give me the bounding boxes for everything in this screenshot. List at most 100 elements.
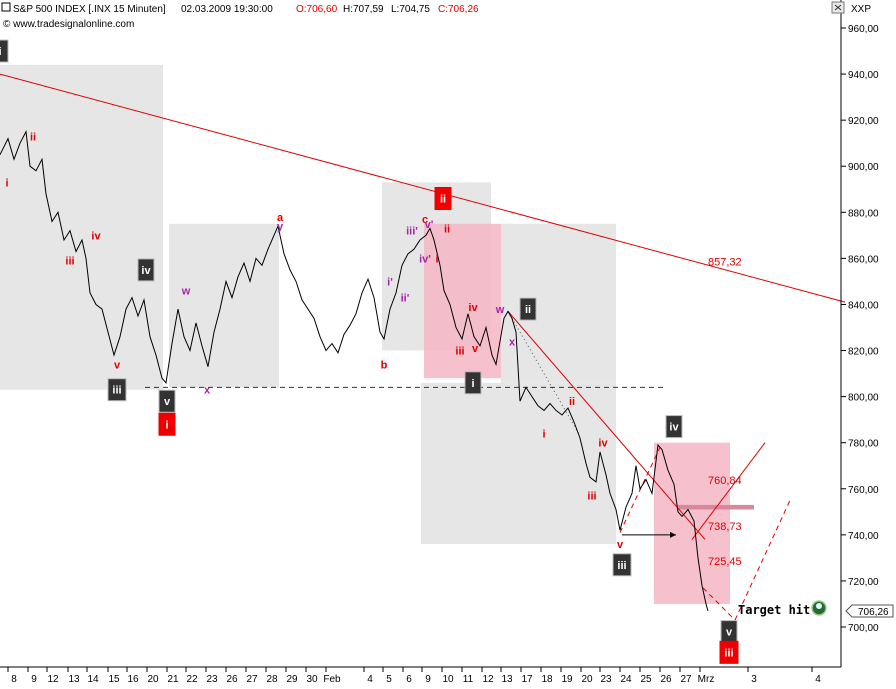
x-tick-label-1: 9 [31, 674, 37, 685]
level-label-3: 725,45 [708, 556, 742, 568]
y-tick-label-11: 740,00 [848, 531, 879, 542]
y-tick-label-2: 920,00 [848, 116, 879, 127]
x-tick-label-7: 20 [147, 674, 159, 685]
header-open: O:706,60 [296, 4, 338, 15]
x-tick-label-14: 29 [286, 674, 298, 685]
symbol-tag: XXP [851, 4, 871, 15]
box-gray-1 [169, 223, 279, 388]
x-tick-label-9: 22 [186, 674, 198, 685]
x-tick-label-4: 14 [87, 674, 99, 685]
header-low: L:704,75 [391, 4, 430, 15]
wave-label-8: y [277, 221, 284, 233]
level-labels: 857,32 760,84 738,73 725,45 [708, 256, 742, 568]
last-price-tag: 706,26 [845, 604, 894, 618]
wave-label-13: iv' [419, 253, 431, 265]
wave-box-label-9: iii [617, 560, 626, 572]
y-tick-label-8: 800,00 [848, 393, 879, 404]
x-tick-label-10: 23 [206, 674, 218, 685]
chart-header: S&P 500 INDEX [.INX 15 Minuten] 02.03.20… [1, 1, 871, 30]
header-close: C:706,26 [438, 4, 479, 15]
y-tick-label-0: 960,00 [848, 24, 879, 35]
y-tick-label-1: 940,00 [848, 70, 879, 81]
y-tick-label-5: 860,00 [848, 254, 879, 265]
wave-label-24: ii [569, 396, 575, 408]
wave-label-2: iii [65, 256, 74, 268]
trendline-5 [734, 500, 791, 621]
x-tick-label-26: 18 [541, 674, 553, 685]
chart-menu-icon[interactable] [1, 2, 11, 12]
level-label-0: 857,32 [708, 256, 742, 268]
wave-label-11: ii' [401, 293, 410, 305]
wave-box-3 [158, 389, 176, 413]
wave-box-7 [519, 297, 537, 321]
wave-box-label-2: iii [112, 385, 121, 397]
x-tick-label-25: 17 [521, 674, 533, 685]
x-tick-label-33: 27 [680, 674, 692, 685]
x-tick-label-29: 23 [600, 674, 612, 685]
wave-box-label-5: ii [440, 193, 446, 205]
wave-box-6 [464, 371, 482, 395]
x-tick-label-24: 13 [501, 674, 513, 685]
wave-label-5: w [181, 286, 191, 298]
wave-box-label-7: ii [525, 304, 531, 316]
x-tick-label-11: 26 [226, 674, 238, 685]
source-credit: © www.tradesignalonline.com [3, 19, 134, 30]
y-tick-label-6: 840,00 [848, 300, 879, 311]
wave-label-3: iv [91, 230, 101, 242]
wave-label-23: i [542, 428, 545, 440]
wave-box-4 [158, 412, 176, 436]
wave-box-9 [612, 553, 632, 577]
x-tick-label-3: 13 [68, 674, 80, 685]
wave-box-8 [665, 415, 683, 439]
y-axis-ticks: 960,00 940,00 920,00 900,00 880,00 860,00 840,… [841, 24, 879, 634]
y-tick-label-3: 900,00 [848, 162, 879, 173]
wave-label-20: v [472, 343, 479, 355]
wave-label-10: i' [387, 276, 393, 288]
wave-box-1 [137, 258, 155, 282]
wave-label-27: v [617, 539, 624, 551]
x-tick-label-13: 28 [266, 674, 278, 685]
header-datetime: 02.03.2009 19:30:00 [181, 4, 273, 15]
wave-box-0 [0, 39, 9, 63]
x-tick-label-2: 12 [47, 674, 59, 685]
x-tick-label-12: 27 [246, 674, 258, 685]
level-label-1: 760,84 [708, 475, 742, 487]
y-tick-label-12: 720,00 [848, 577, 879, 588]
wave-label-1: ii [30, 131, 36, 143]
x-tick-label-5: 15 [108, 674, 120, 685]
wave-label-26: iv [598, 438, 608, 450]
x-tick-label-19: 6 [406, 674, 412, 685]
last-price-label: 706,26 [858, 607, 889, 618]
x-tick-label-30: 24 [620, 674, 632, 685]
x-tick-label-17: 4 [367, 674, 373, 685]
box-gray-0 [0, 64, 163, 390]
wave-box-label-10: v [726, 627, 733, 639]
wave-box-label-0: i [0, 46, 2, 58]
instrument-title: S&P 500 INDEX [.INX 15 Minuten] [13, 4, 166, 15]
wave-label-4: v [114, 359, 121, 371]
header-high: H:707,59 [343, 4, 384, 15]
target-hit-annotation: Target hit [738, 600, 827, 617]
wave-box-label-3: v [164, 396, 171, 408]
x-tick-label-27: 19 [561, 674, 573, 685]
box-gray-3 [501, 223, 616, 383]
wave-label-22: x [509, 336, 516, 348]
wave-label-25: iii [587, 491, 596, 503]
wave-label-14: c [422, 214, 428, 226]
x-tick-label-16: Feb [323, 674, 341, 685]
trendline-2 [691, 442, 766, 540]
x-tick-label-34: Mrz [698, 674, 715, 685]
close-icon[interactable] [831, 1, 845, 14]
y-tick-label-4: 880,00 [848, 208, 879, 219]
trendline-0 [0, 73, 846, 303]
x-axis-ticks: 8 9 12 13 14 15 16 20 21 22 23 26 27 28 29 30 Feb 4 5 6 9 10 1… [7, 667, 821, 685]
target-icon [811, 600, 827, 616]
x-tick-label-8: 21 [167, 674, 179, 685]
wave-label-18: iii [455, 346, 464, 358]
wave-box-5 [434, 186, 452, 210]
trendline-3 [619, 447, 661, 533]
wave-box-label-8: iv [669, 422, 679, 434]
wave-box-2 [107, 378, 127, 402]
